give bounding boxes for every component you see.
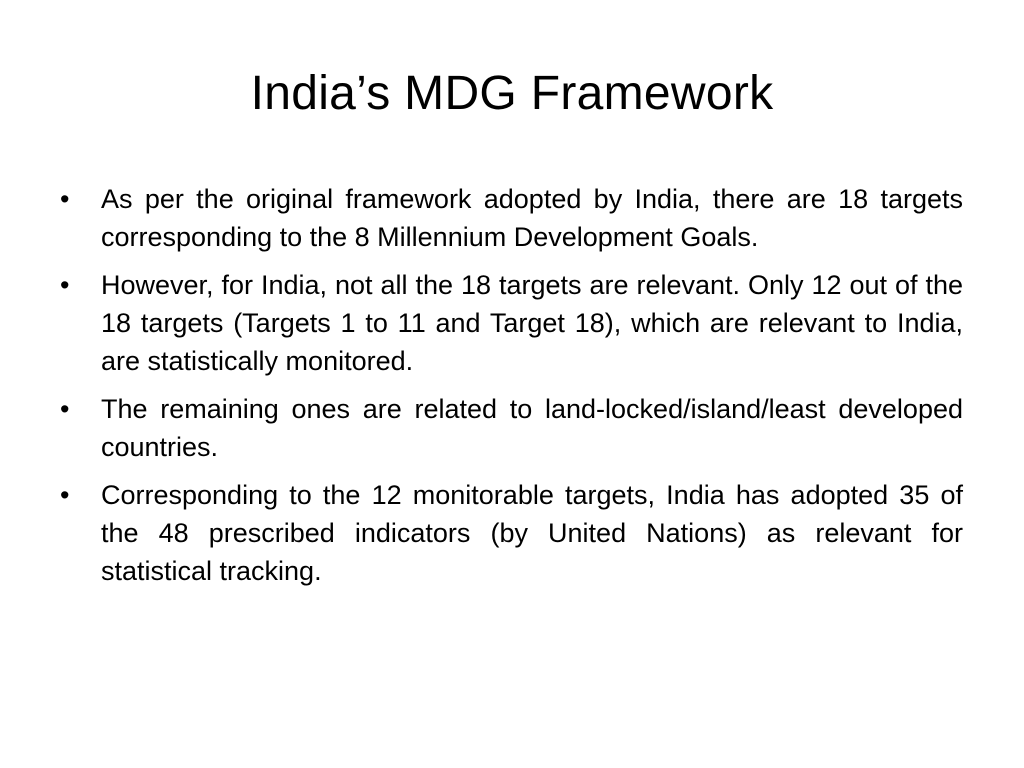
bullet-icon: • [60,480,70,510]
bullet-icon: • [60,184,70,214]
bullet-text: The remaining ones are related to land-l… [101,394,963,462]
bullet-list: • As per the original framework adopted … [60,180,963,600]
bullet-text: As per the original framework adopted by… [101,184,963,252]
bullet-item: • However, for India, not all the 18 tar… [60,266,963,380]
bullet-item: • As per the original framework adopted … [60,180,963,256]
bullet-text: Corresponding to the 12 monitorable targ… [101,480,963,586]
bullet-text: However, for India, not all the 18 targe… [101,270,963,376]
bullet-item: • Corresponding to the 12 monitorable ta… [60,476,963,590]
bullet-item: • The remaining ones are related to land… [60,390,963,466]
bullet-icon: • [60,270,70,300]
slide-title: India’s MDG Framework [250,67,774,120]
bullet-icon: • [60,394,70,424]
